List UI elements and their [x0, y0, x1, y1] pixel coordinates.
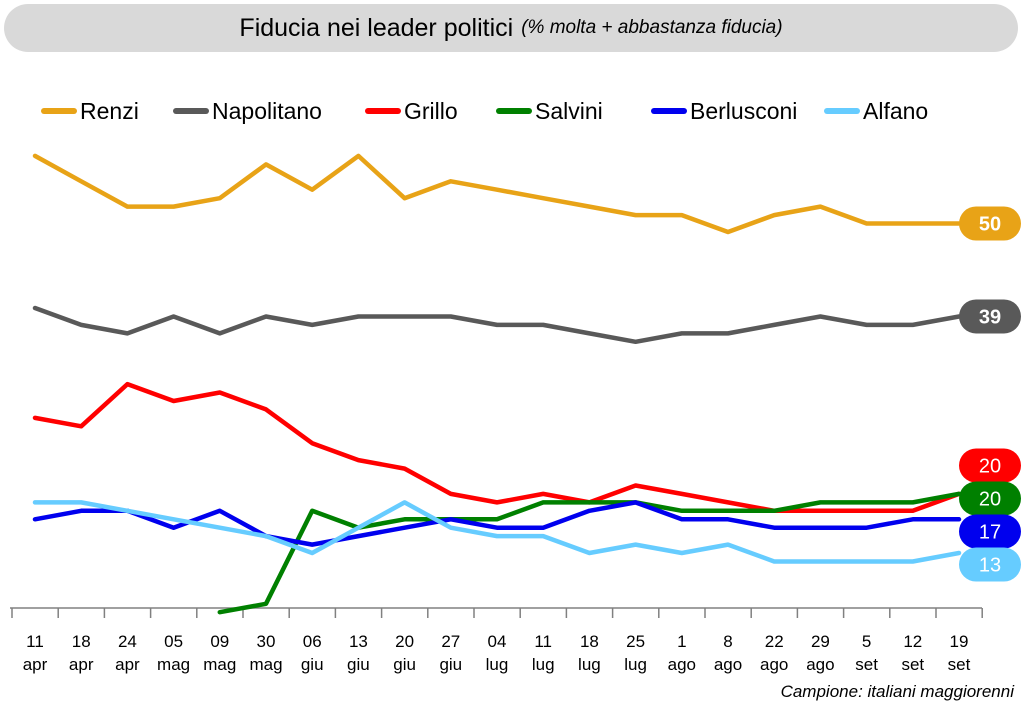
x-tick-label-day: 11: [534, 632, 552, 651]
x-tick-label-day: 11: [26, 632, 44, 651]
x-tick-label-month: mag: [157, 655, 190, 674]
series-line-grillo: [32, 381, 962, 514]
x-tick-label-day: 20: [395, 632, 414, 651]
legend-label-napolitano: Napolitano: [212, 98, 322, 124]
x-tick-label-day: 05: [164, 632, 183, 651]
x-tick-label-month: lug: [486, 655, 509, 674]
x-tick-label-month: set: [855, 655, 878, 674]
series-line-napolitano: [32, 305, 962, 345]
chart-title-bar: Fiducia nei leader politici (% molta + a…: [4, 4, 1018, 52]
x-tick-label-day: 27: [441, 632, 460, 651]
x-tick-label-day: 18: [580, 632, 599, 651]
x-tick-label-month: giu: [439, 655, 462, 674]
x-tick-label-month: giu: [393, 655, 416, 674]
end-label-value-alfano: 13: [979, 555, 1001, 577]
end-label-badge-grillo: [959, 448, 1021, 483]
x-tick-label-day: 12: [903, 632, 922, 651]
x-tick-label-month: set: [901, 655, 924, 674]
x-tick-label-month: ago: [668, 655, 696, 674]
x-tick-label-month: lug: [532, 655, 555, 674]
footnote: Campione: italiani maggiorenni: [780, 682, 1014, 701]
legend-label-renzi: Renzi: [80, 98, 139, 124]
end-label-value-renzi: 50: [979, 214, 1001, 236]
end-label-badge-napolitano: [959, 299, 1021, 334]
x-tick-label-month: apr: [69, 655, 94, 674]
x-tick-label-day: 04: [488, 632, 507, 651]
x-tick-label-month: giu: [347, 655, 370, 674]
x-tick-label-month: mag: [249, 655, 282, 674]
end-label-value-grillo: 20: [979, 456, 1001, 478]
x-tick-label-day: 24: [118, 632, 137, 651]
end-label-badge-berlusconi: [959, 514, 1021, 549]
x-tick-label-day: 22: [765, 632, 784, 651]
x-tick-label-month: apr: [23, 655, 48, 674]
legend-label-alfano: Alfano: [863, 98, 928, 124]
end-label-value-berlusconi: 17: [979, 522, 1001, 544]
x-tick-label-month: apr: [115, 655, 140, 674]
legend-label-salvini: Salvini: [535, 98, 603, 124]
x-tick-label-day: 18: [72, 632, 91, 651]
end-label-badge-alfano: [959, 547, 1021, 582]
chart-subtitle: (% molta + abbastanza fiducia): [521, 17, 783, 38]
x-tick-label-day: 30: [257, 632, 276, 651]
end-label-value-napolitano: 39: [979, 306, 1001, 328]
x-tick-label-day: 13: [349, 632, 368, 651]
x-tick-label-day: 1: [677, 632, 686, 651]
x-tick-label-month: lug: [578, 655, 601, 674]
series-line-salvini: [217, 491, 962, 615]
x-tick-label-day: 5: [862, 632, 871, 651]
legend-label-grillo: Grillo: [404, 98, 458, 124]
x-tick-label-month: lug: [624, 655, 647, 674]
legend-label-berlusconi: Berlusconi: [690, 98, 797, 124]
x-tick-label-month: ago: [714, 655, 742, 674]
x-tick-label-day: 19: [950, 632, 969, 651]
x-tick-label-day: 09: [210, 632, 229, 651]
series-line-renzi: [32, 153, 962, 235]
x-tick-label-month: giu: [301, 655, 324, 674]
x-tick-label-day: 06: [303, 632, 322, 651]
x-tick-label-month: set: [948, 655, 971, 674]
x-tick-label-month: mag: [203, 655, 236, 674]
end-label-value-salvini: 20: [979, 489, 1001, 511]
x-tick-label-day: 8: [723, 632, 732, 651]
end-label-badge-renzi: [959, 206, 1021, 241]
x-tick-label-month: ago: [760, 655, 788, 674]
x-tick-label-month: ago: [806, 655, 834, 674]
x-tick-label-day: 29: [811, 632, 830, 651]
end-label-badge-salvini: [959, 481, 1021, 516]
x-tick-label-day: 25: [626, 632, 645, 651]
chart-title: Fiducia nei leader politici: [239, 13, 514, 42]
series-line-alfano: [32, 500, 962, 564]
